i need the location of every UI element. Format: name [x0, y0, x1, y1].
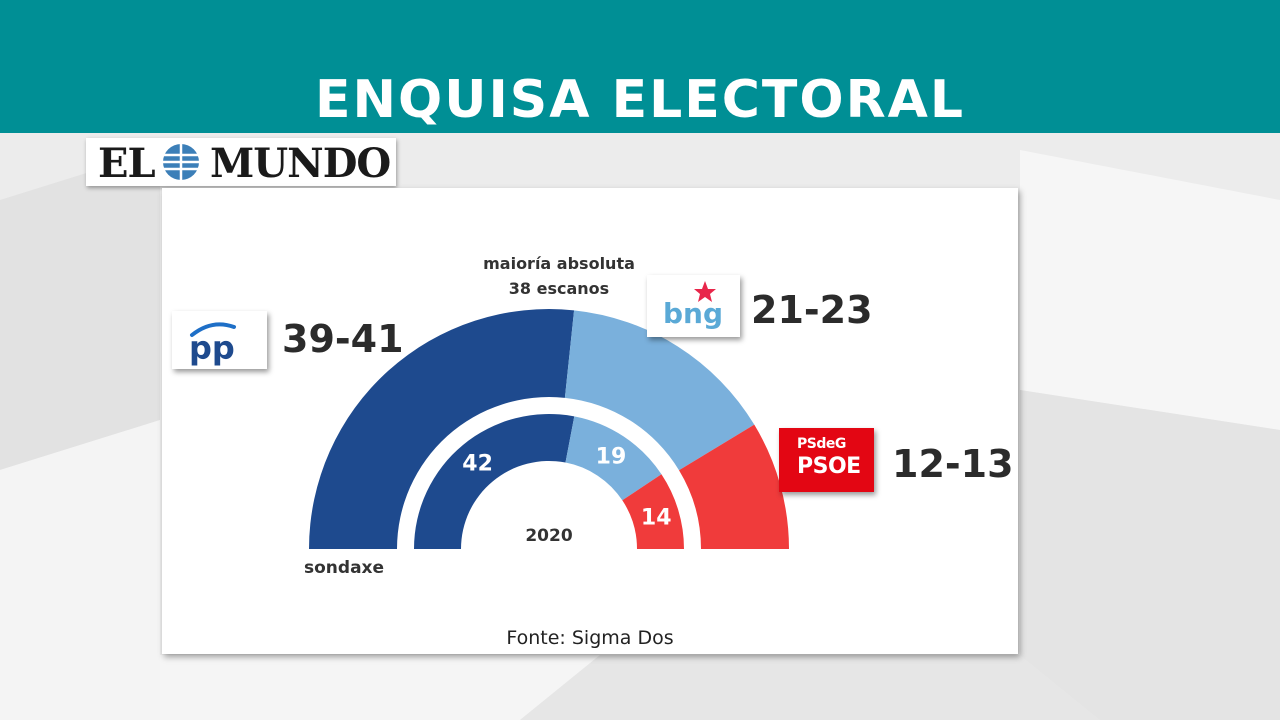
pp-logo: pp [172, 311, 267, 369]
psoe-logo: PSdeG PSOE [779, 428, 874, 492]
bng-logo: bng [647, 275, 740, 337]
el-mundo-logo: EL MUNDO [86, 138, 396, 187]
chart-caption-2020: 2020 [525, 526, 572, 546]
majority-line-1: maioría absoluta [483, 254, 635, 273]
globe-icon [163, 144, 199, 180]
arc-2020-pp [414, 414, 575, 549]
psoe-logo-big: PSOE [797, 454, 861, 479]
psoe-logo-small: PSdeG [797, 436, 846, 452]
chart-caption-sondaxe: sondaxe [304, 558, 384, 578]
arc-2020-bng [565, 416, 662, 501]
value-label-bng: 19 [596, 445, 627, 470]
bng-seats: 21-23 [751, 288, 873, 332]
logo-text-left: EL [98, 140, 156, 187]
arc-sondaxe-psdeg-psoe [679, 424, 789, 549]
page-title: ENQUISA ELECTORAL [314, 70, 966, 130]
bng-logo-text: bng [663, 297, 723, 330]
arc-sondaxe-bng [564, 310, 755, 471]
pp-logo-text: pp [189, 329, 235, 367]
source-note: Fonte: Sigma Dos [506, 627, 674, 649]
pp-seats: 39-41 [282, 317, 404, 361]
value-label-pp: 42 [462, 452, 493, 477]
bng-logo-icon: bng [663, 281, 723, 330]
arc-2020-psdeg-psoe [622, 474, 684, 549]
arc-sondaxe-pp [309, 309, 575, 549]
majority-note: maioría absoluta 38 escanos [424, 251, 694, 301]
value-label-psdeg-psoe: 14 [641, 506, 672, 531]
pp-logo-icon: pp [189, 322, 236, 367]
seats-chart: sondaxe 42 19 14 2020 [304, 309, 789, 578]
logo-text-right: MUNDO [210, 140, 391, 187]
chart-card: sondaxe 42 19 14 2020 maioría absoluta 38 es… [162, 188, 1018, 654]
majority-line-2: 38 escanos [508, 279, 610, 298]
header-banner: ENQUISA ELECTORAL [0, 0, 1280, 133]
psoe-seats: 12-13 [892, 442, 1014, 486]
